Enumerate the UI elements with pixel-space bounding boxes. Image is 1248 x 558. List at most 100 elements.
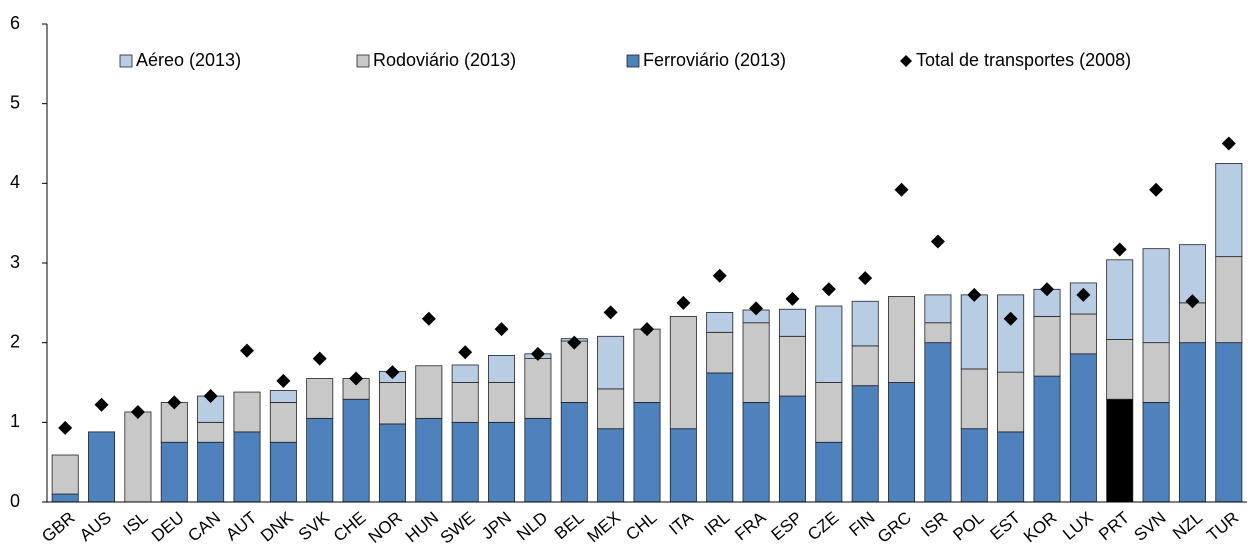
bar-segment xyxy=(742,322,770,403)
bar-segment xyxy=(597,335,625,390)
marker xyxy=(458,345,473,360)
bar-segment xyxy=(669,315,697,430)
bar-segment xyxy=(488,421,516,503)
y-tick-label: 4 xyxy=(10,172,20,192)
marker xyxy=(1185,294,1200,309)
marker xyxy=(894,182,909,197)
x-tick-label: GRC xyxy=(874,508,915,547)
legend-swatch xyxy=(626,54,640,68)
bar-segment xyxy=(415,365,443,419)
y-tick-label: 0 xyxy=(10,491,20,511)
y-tick-label: 6 xyxy=(10,13,20,33)
bar-segment xyxy=(560,402,588,503)
bar-segment xyxy=(706,331,734,374)
bar-segment xyxy=(51,493,79,503)
x-tick-label: DNK xyxy=(257,508,297,546)
x-tick-label: MEX xyxy=(584,508,624,546)
bar-segment xyxy=(51,454,79,495)
bar-segment xyxy=(1106,398,1134,503)
bar-segment xyxy=(633,402,661,503)
marker xyxy=(349,371,364,386)
bar-segment xyxy=(1069,353,1097,503)
bar-segment xyxy=(851,385,879,503)
x-tick-label: ITA xyxy=(665,508,697,539)
bar-segment xyxy=(197,441,225,503)
bar-segment xyxy=(1215,256,1243,344)
legend-marker xyxy=(900,55,912,67)
bar-segment xyxy=(233,431,261,503)
x-tick-label: POL xyxy=(949,508,987,544)
marker xyxy=(785,291,800,306)
x-tick-label: JPN xyxy=(478,508,515,543)
bar-segment xyxy=(197,421,225,443)
bar-segment xyxy=(851,345,879,387)
bar-segment xyxy=(669,428,697,503)
x-tick-label: FIN xyxy=(845,508,878,540)
x-tick-label: ISL xyxy=(120,508,152,539)
bar-segment xyxy=(378,423,406,503)
bar-segment xyxy=(815,305,843,383)
x-tick-label: GBR xyxy=(38,508,78,546)
bar-segment xyxy=(1142,402,1170,503)
y-tick-label: 5 xyxy=(10,92,20,112)
bar-segment xyxy=(1069,313,1097,355)
bar-segment xyxy=(415,417,443,503)
bar-segment xyxy=(1178,302,1206,344)
marker xyxy=(640,322,654,337)
y-tick-label: 3 xyxy=(10,252,20,272)
x-tick-label: KOR xyxy=(1020,508,1060,546)
x-tick-label: EST xyxy=(987,508,1025,544)
marker xyxy=(1076,287,1091,302)
bar-segment xyxy=(1215,342,1243,503)
bar-segment xyxy=(378,382,406,425)
bar-segment xyxy=(960,368,988,430)
x-tick-label: NZL xyxy=(1169,508,1206,543)
marker xyxy=(312,351,327,366)
x-tick-label: AUS xyxy=(76,508,115,545)
marker xyxy=(712,268,727,283)
x-tick-label: SWE xyxy=(437,508,479,547)
bar-segment xyxy=(997,371,1025,433)
bar-segment xyxy=(815,441,843,503)
bar-segment xyxy=(888,382,916,503)
bar-segment xyxy=(524,417,552,503)
x-tick-label: CAN xyxy=(184,508,224,546)
legend-swatch xyxy=(119,54,133,68)
marker xyxy=(567,335,582,350)
bar-segment xyxy=(451,421,479,503)
x-tick-label: NLD xyxy=(513,508,551,544)
x-tick-label: LUX xyxy=(1059,508,1097,544)
bar-segment xyxy=(778,395,806,503)
x-tick-label: SVN xyxy=(1131,508,1170,545)
marker xyxy=(94,397,109,412)
bar-segment xyxy=(1142,342,1170,403)
bar-segment xyxy=(778,335,806,397)
x-tick-label: CHE xyxy=(330,508,370,546)
bar-segment xyxy=(851,300,879,347)
bar-segment xyxy=(924,342,952,503)
marker xyxy=(240,343,254,358)
marker xyxy=(930,234,945,249)
bar-segment xyxy=(451,382,479,423)
marker xyxy=(858,271,873,286)
bar-segment xyxy=(924,322,952,344)
marker xyxy=(58,420,73,435)
marker xyxy=(130,404,145,419)
x-tick-label: CZE xyxy=(804,508,842,544)
bar-segment xyxy=(1033,375,1061,503)
bar-segment xyxy=(269,402,297,443)
bar-segment xyxy=(342,398,370,503)
x-tick-label: AUT xyxy=(222,508,260,544)
bar-segment xyxy=(1106,339,1134,400)
bar-segment xyxy=(160,441,188,503)
marker xyxy=(1149,182,1164,197)
bar-segment xyxy=(778,308,806,337)
legend-label: Aéreo (2013) xyxy=(136,50,241,70)
bar-segment xyxy=(1106,259,1134,340)
legend-swatch xyxy=(356,54,370,68)
bar-segment xyxy=(306,417,334,503)
marker xyxy=(1221,136,1236,151)
y-tick-label: 2 xyxy=(10,331,20,351)
x-tick-label: SVK xyxy=(295,508,334,545)
bar-segment xyxy=(815,382,843,443)
